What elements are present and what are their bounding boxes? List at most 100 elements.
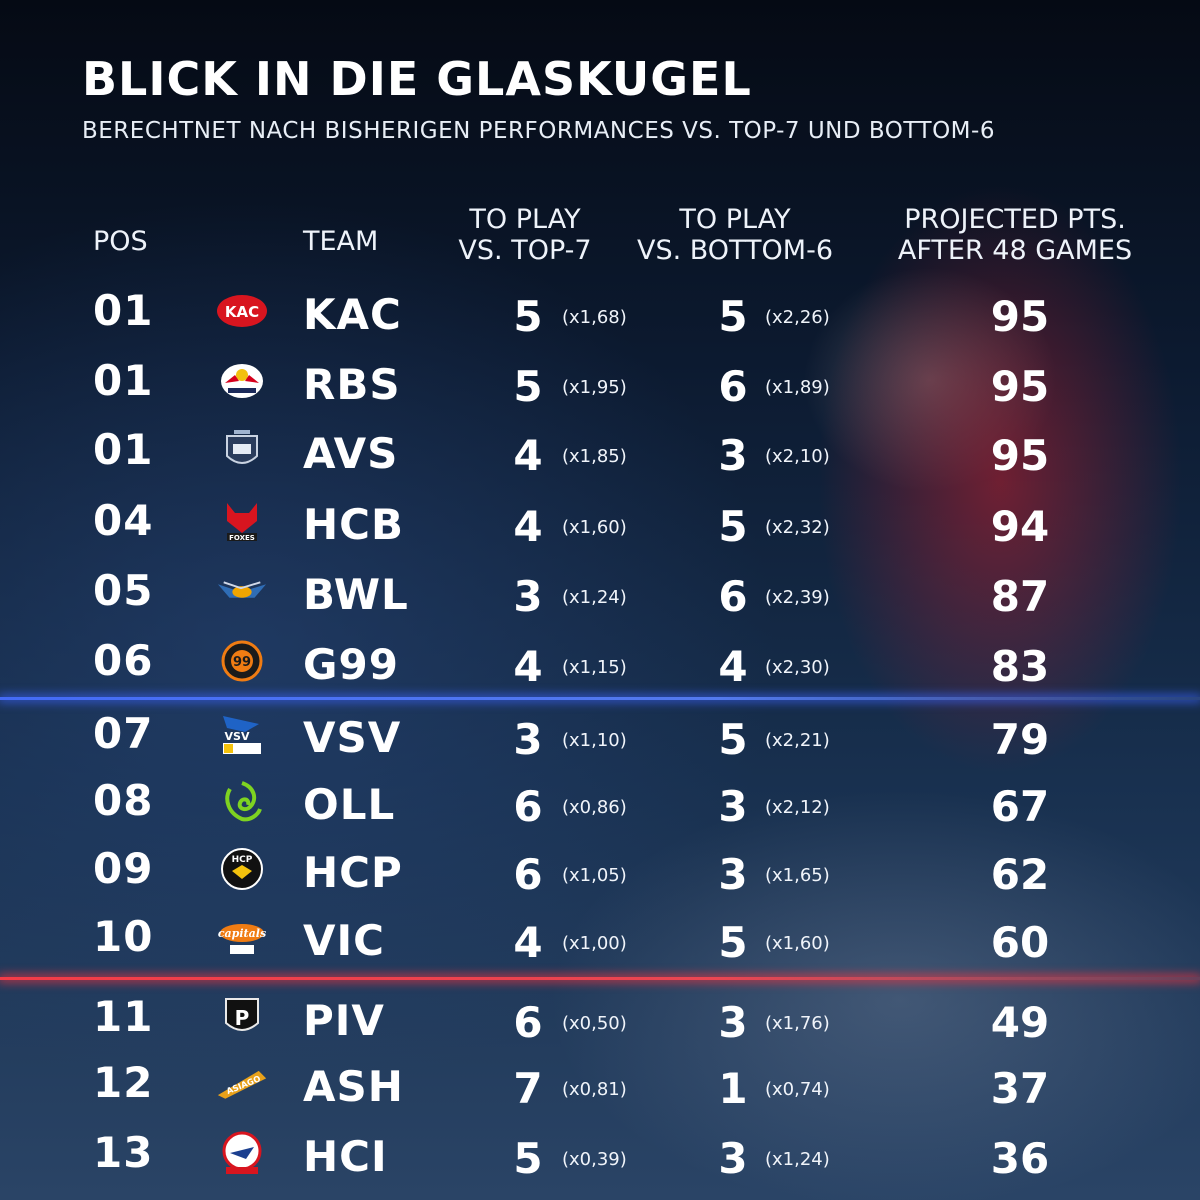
- row-team: OLL: [303, 780, 396, 829]
- row-projected-points: 79: [990, 715, 1050, 764]
- row-games-vs-top7: 6: [513, 850, 543, 899]
- row-projected-points: 37: [990, 1064, 1050, 1113]
- row-projected-points: 83: [990, 642, 1050, 691]
- page-title: BLICK IN DIE GLASKUGEL: [82, 52, 752, 106]
- row-games-vs-top7: 5: [513, 1134, 543, 1183]
- row-multiplier-bottom6: (x1,89): [765, 377, 830, 398]
- row-games-vs-bottom6: 3: [718, 1134, 748, 1183]
- row-position: 09: [93, 844, 154, 893]
- row-games-vs-top7: 3: [513, 715, 543, 764]
- row-team: HCP: [303, 848, 403, 897]
- svg-text:KAC: KAC: [225, 303, 259, 321]
- row-projected-points: 94: [990, 502, 1050, 551]
- row-team: HCI: [303, 1132, 388, 1181]
- foxes-logo: FOXES: [216, 498, 268, 544]
- row-projected-points: 49: [990, 998, 1050, 1047]
- row-games-vs-bottom6: 3: [718, 998, 748, 1047]
- row-team: RBS: [303, 360, 401, 409]
- page-subtitle: BERECHTNET NACH BISHERIGEN PERFORMANCES …: [82, 118, 995, 144]
- row-multiplier-top7: (x0,39): [562, 1149, 627, 1170]
- header-team: TEAM: [303, 226, 379, 257]
- kac-logo: KAC: [216, 288, 268, 334]
- row-multiplier-top7: (x0,86): [562, 797, 627, 818]
- row-multiplier-bottom6: (x2,26): [765, 307, 830, 328]
- olimpija-dragon-logo: [216, 778, 268, 824]
- hcp-logo: HCP: [216, 846, 268, 892]
- row-games-vs-bottom6: 6: [718, 572, 748, 621]
- row-multiplier-bottom6: (x1,76): [765, 1013, 830, 1034]
- row-projected-points: 67: [990, 782, 1050, 831]
- row-multiplier-bottom6: (x2,10): [765, 446, 830, 467]
- row-games-vs-bottom6: 5: [718, 292, 748, 341]
- row-position: 11: [93, 992, 154, 1041]
- table-row: 13 HCI 5 (x0,39) 3 (x1,24) 36: [0, 1128, 1200, 1198]
- vsv-logo: VSV: [216, 711, 268, 757]
- row-games-vs-top7: 7: [513, 1064, 543, 1113]
- svg-text:capitals: capitals: [218, 927, 266, 940]
- row-team: KAC: [303, 290, 402, 339]
- row-games-vs-top7: 3: [513, 572, 543, 621]
- svg-text:FOXES: FOXES: [229, 534, 255, 542]
- svg-text:VSV: VSV: [225, 730, 250, 743]
- row-multiplier-bottom6: (x1,24): [765, 1149, 830, 1170]
- row-team: HCB: [303, 500, 404, 549]
- row-games-vs-bottom6: 5: [718, 715, 748, 764]
- row-projected-points: 87: [990, 572, 1050, 621]
- row-team: AVS: [303, 429, 399, 478]
- row-multiplier-top7: (x1,15): [562, 657, 627, 678]
- playoff-cutoff-line: [0, 697, 1200, 700]
- row-games-vs-bottom6: 6: [718, 362, 748, 411]
- row-multiplier-top7: (x1,60): [562, 517, 627, 538]
- row-projected-points: 95: [990, 362, 1050, 411]
- table-row: 01 RBS 5 (x1,95) 6 (x1,89) 95: [0, 356, 1200, 426]
- haie-logo: [216, 1130, 268, 1176]
- table-row: 12 ASIAGO ASH 7 (x0,81) 1 (x0,74) 37: [0, 1058, 1200, 1128]
- row-multiplier-top7: (x0,50): [562, 1013, 627, 1034]
- row-position: 08: [93, 776, 154, 825]
- svg-text:ASIAGO: ASIAGO: [225, 1073, 262, 1096]
- row-games-vs-bottom6: 1: [718, 1064, 748, 1113]
- header-top7-line1: TO PLAY: [469, 204, 581, 235]
- pioneers-logo: P: [216, 994, 268, 1040]
- table-row: 10 capitals VIC 4 (x1,00) 5 (x1,60) 60: [0, 912, 1200, 982]
- row-team: ASH: [303, 1062, 404, 1111]
- row-multiplier-bottom6: (x1,65): [765, 865, 830, 886]
- row-position: 01: [93, 356, 154, 405]
- row-position: 04: [93, 496, 154, 545]
- table-row: 04 FOXES HCB 4 (x1,60) 5 (x2,32) 94: [0, 496, 1200, 566]
- row-position: 12: [93, 1058, 154, 1107]
- table-row: 06 99 G99 4 (x1,15) 4 (x2,30) 83: [0, 636, 1200, 706]
- capitals-logo: capitals: [216, 914, 268, 960]
- row-position: 10: [93, 912, 154, 961]
- row-games-vs-top7: 5: [513, 362, 543, 411]
- row-position: 01: [93, 286, 154, 335]
- row-games-vs-top7: 4: [513, 642, 543, 691]
- row-multiplier-top7: (x1,95): [562, 377, 627, 398]
- row-position: 05: [93, 566, 154, 615]
- row-games-vs-bottom6: 3: [718, 850, 748, 899]
- header-top7: TO PLAY VS. TOP-7: [440, 204, 610, 266]
- row-projected-points: 95: [990, 292, 1050, 341]
- row-multiplier-top7: (x0,81): [562, 1079, 627, 1100]
- row-games-vs-bottom6: 3: [718, 782, 748, 831]
- row-team: VIC: [303, 916, 385, 965]
- row-games-vs-bottom6: 5: [718, 918, 748, 967]
- row-team: G99: [303, 640, 399, 689]
- header-bottom6-line1: TO PLAY: [679, 204, 791, 235]
- header-bottom6: TO PLAY VS. BOTTOM-6: [620, 204, 850, 266]
- row-multiplier-top7: (x1,05): [562, 865, 627, 886]
- row-multiplier-bottom6: (x2,21): [765, 730, 830, 751]
- header-projected: PROJECTED PTS. AFTER 48 GAMES: [870, 204, 1160, 266]
- row-multiplier-bottom6: (x2,32): [765, 517, 830, 538]
- row-team: VSV: [303, 713, 402, 762]
- row-projected-points: 95: [990, 431, 1050, 480]
- table-row: 01 AVS 4 (x1,85) 3 (x2,10) 95: [0, 425, 1200, 495]
- row-projected-points: 36: [990, 1134, 1050, 1183]
- header-top7-line2: VS. TOP-7: [458, 235, 592, 266]
- row-games-vs-top7: 4: [513, 431, 543, 480]
- row-projected-points: 62: [990, 850, 1050, 899]
- row-multiplier-bottom6: (x2,30): [765, 657, 830, 678]
- row-games-vs-top7: 4: [513, 918, 543, 967]
- svg-text:99: 99: [233, 655, 251, 670]
- relegation-cutoff-line: [0, 977, 1200, 980]
